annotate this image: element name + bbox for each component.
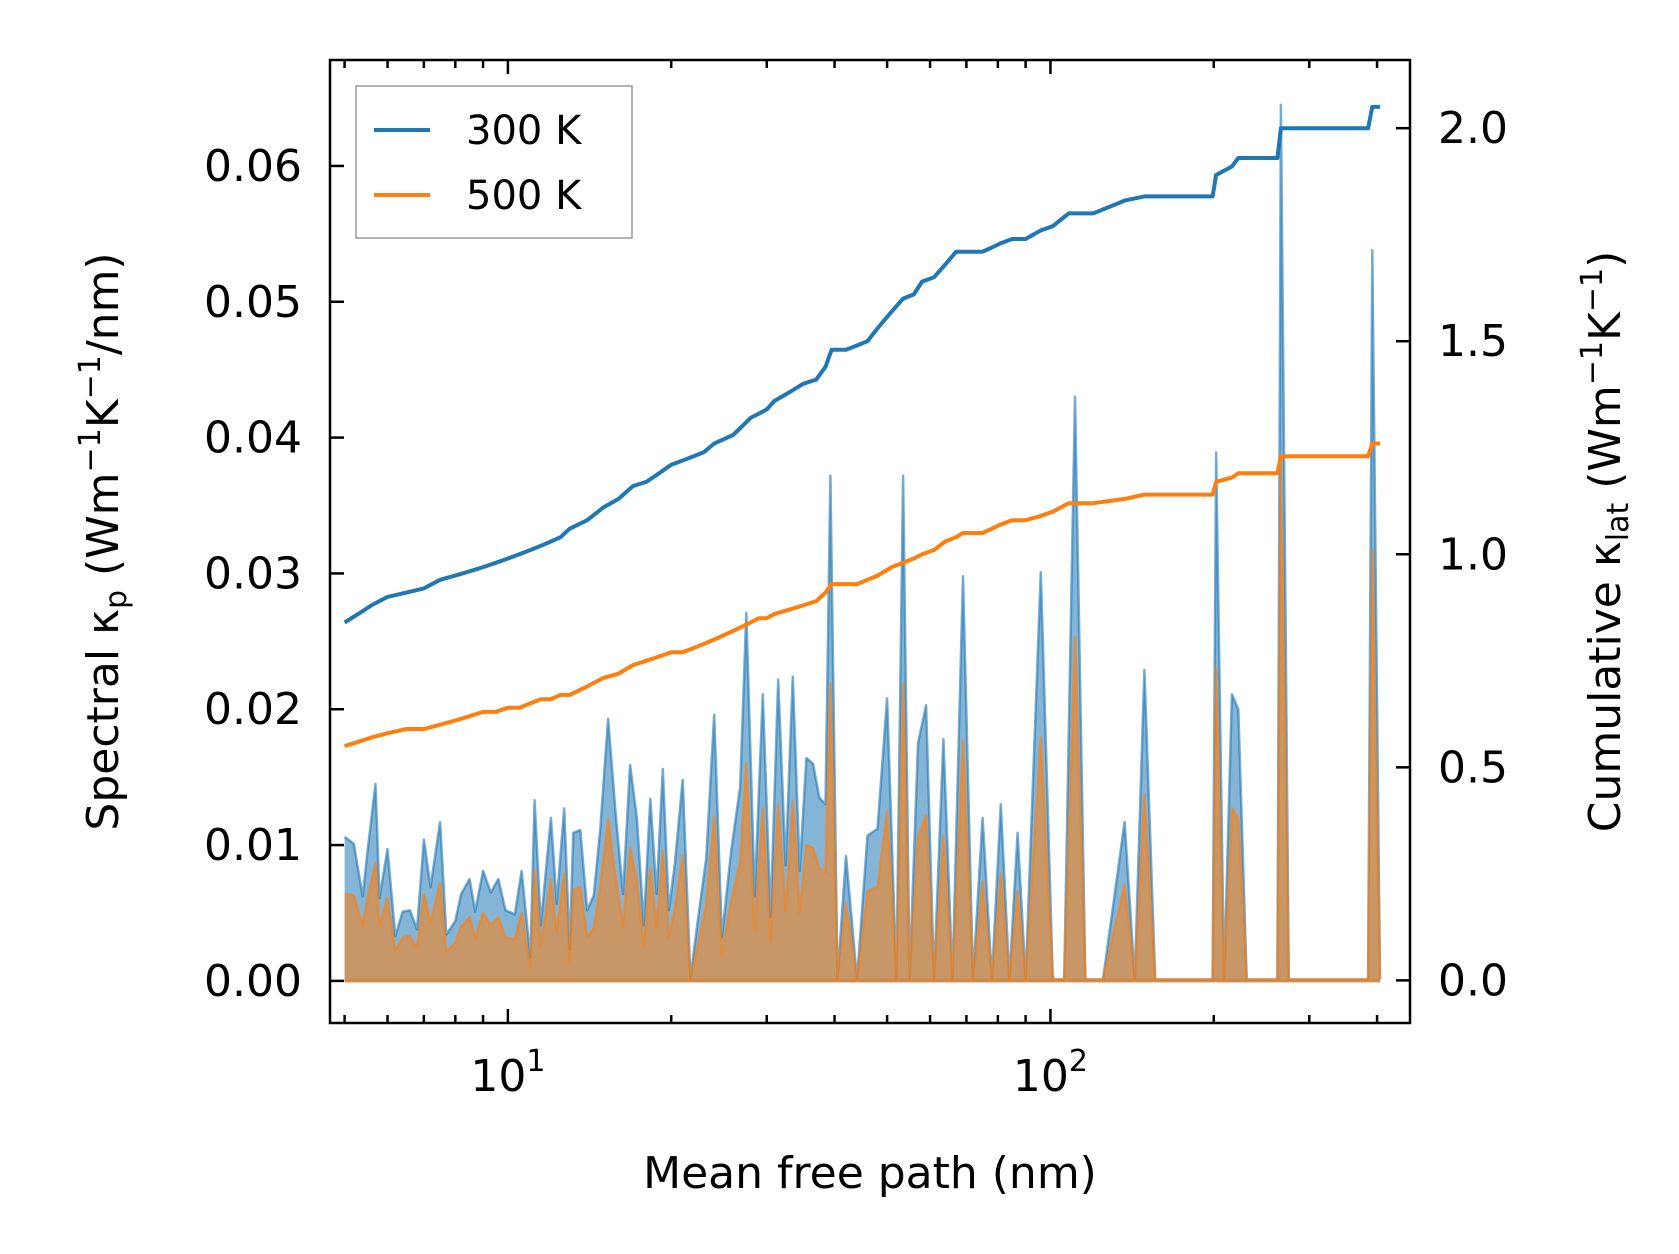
- plot-frame: [328, 58, 1412, 1025]
- x-tick-label: 102: [1013, 1044, 1088, 1102]
- cumulative-line-300k: [343, 104, 1380, 625]
- y-right-tick-label: 1.5: [1438, 316, 1508, 367]
- legend-label-500k: 500 K: [466, 173, 583, 219]
- y-left-tick-label: 0.04: [204, 413, 302, 464]
- y-left-tick-label: 0.03: [204, 548, 302, 599]
- y-axis-left-label: Spectral κp (Wm−1K−1/nm): [73, 252, 134, 830]
- x-axis-label: Mean free path (nm): [643, 1148, 1097, 1199]
- axis-ticks: [330, 60, 1410, 1023]
- spectral-fills: [343, 103, 1382, 983]
- cumulative-line-500k: [344, 441, 1380, 748]
- y-axis-right-label: Cumulative κlat (Wm−1K−1): [1575, 251, 1636, 833]
- tick-labels: 101 102 0.00 0.01 0.02 0.03 0.04 0.05 0.06 0.0 0.5…: [204, 103, 1508, 1102]
- x-tick-label: 101: [470, 1044, 545, 1102]
- y-right-tick-label: 1.0: [1438, 529, 1508, 580]
- spectral-line-300k: [343, 103, 1382, 981]
- legend-box: [355, 85, 633, 239]
- y-right-tick-label: 0.5: [1438, 742, 1508, 793]
- y-left-tick-label: 0.06: [204, 141, 302, 192]
- legend-label-300k: 300 K: [466, 108, 583, 154]
- cumulative-lines: [343, 104, 1380, 748]
- y-left-tick-label: 0.00: [204, 956, 302, 1007]
- y-right-tick-label: 2.0: [1438, 103, 1508, 154]
- y-left-tick-label: 0.02: [204, 684, 302, 735]
- y-left-tick-label: 0.05: [204, 277, 302, 328]
- y-left-tick-label: 0.01: [204, 820, 302, 871]
- legend: 300 K 500 K: [355, 85, 633, 239]
- spectral-line-500k: [344, 463, 1382, 981]
- y-right-tick-label: 0.0: [1438, 955, 1508, 1006]
